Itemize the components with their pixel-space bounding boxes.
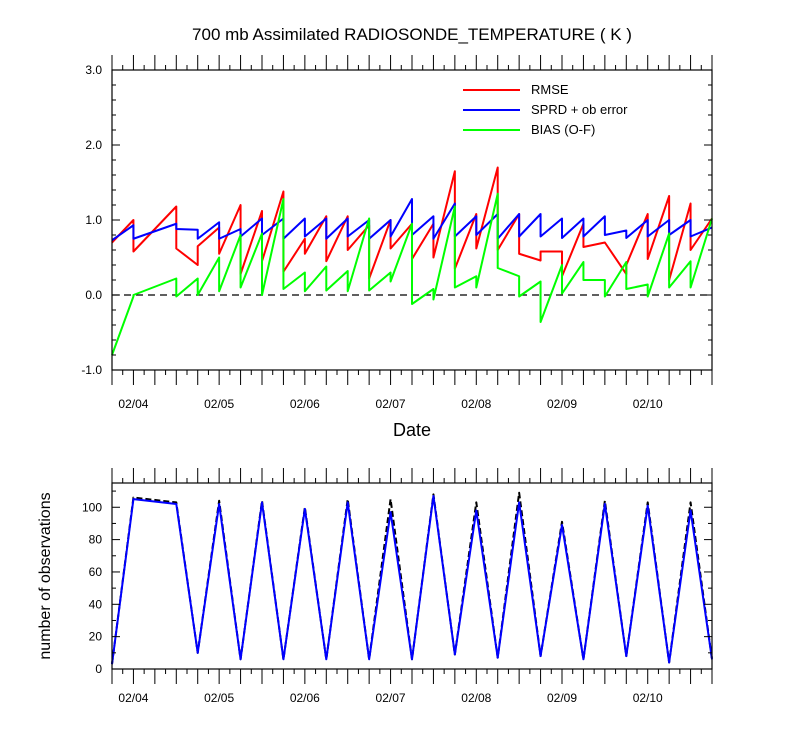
x-tick-label: 02/07 bbox=[376, 691, 406, 705]
x-tick-label: 02/06 bbox=[290, 397, 320, 411]
y-axis-ticks-bottom: 0 20 40 60 80 100 bbox=[82, 490, 712, 676]
y-tick-label: 60 bbox=[89, 565, 103, 579]
x-axis-ticks-bottom: 02/04 02/05 02/06 02/07 02/08 02/09 02/10 bbox=[111, 468, 713, 705]
series-line-2 bbox=[111, 192, 713, 356]
legend-label-0: RMSE bbox=[531, 82, 569, 97]
y-tick-label: 0.0 bbox=[85, 288, 102, 302]
x-tick-label: 02/05 bbox=[204, 397, 234, 411]
x-tick-label: 02/04 bbox=[118, 397, 148, 411]
y-tick-label: 20 bbox=[89, 630, 103, 644]
y-tick-label: 40 bbox=[89, 597, 103, 611]
series-line-1 bbox=[111, 494, 713, 665]
chart-title: 700 mb Assimilated RADIOSONDE_TEMPERATUR… bbox=[192, 25, 632, 44]
y-axis-label-bottom: number of observations bbox=[37, 492, 54, 659]
legend-label-2: BIAS (O-F) bbox=[531, 122, 595, 137]
legend-label-1: SPRD + ob error bbox=[531, 102, 628, 117]
x-tick-label: 02/09 bbox=[547, 397, 577, 411]
frame-rect bbox=[111, 482, 713, 670]
x-tick-label: 02/09 bbox=[547, 691, 577, 705]
y-tick-label: 100 bbox=[82, 500, 102, 514]
y-tick-label: 2.0 bbox=[85, 138, 102, 152]
y-tick-label: 1.0 bbox=[85, 213, 102, 227]
y-tick-label: 0 bbox=[95, 662, 102, 676]
y-tick-label: -1.0 bbox=[81, 363, 102, 377]
y-tick-label: 3.0 bbox=[85, 63, 102, 77]
x-tick-label: 02/10 bbox=[633, 691, 663, 705]
series-lines bbox=[111, 166, 713, 356]
x-axis-label: Date bbox=[393, 420, 431, 440]
legend: RMSE SPRD + ob error BIAS (O-F) bbox=[463, 82, 628, 137]
y-tick-label: 80 bbox=[89, 533, 103, 547]
count-series-lines bbox=[111, 491, 713, 665]
y-axis-ticks: -1.0 0.0 1.0 2.0 3.0 bbox=[81, 63, 712, 377]
x-tick-label: 02/07 bbox=[376, 397, 406, 411]
x-tick-label: 02/05 bbox=[204, 691, 234, 705]
x-tick-label: 02/04 bbox=[118, 691, 148, 705]
series-line-1 bbox=[111, 198, 713, 242]
x-tick-label: 02/08 bbox=[461, 397, 491, 411]
x-tick-label: 02/10 bbox=[633, 397, 663, 411]
x-axis-ticks: 02/04 02/05 02/06 02/07 02/08 02/09 02/10 bbox=[111, 55, 713, 411]
x-tick-label: 02/06 bbox=[290, 691, 320, 705]
series-line-0 bbox=[111, 491, 713, 665]
rmse-bias-chart: 700 mb Assimilated RADIOSONDE_TEMPERATUR… bbox=[81, 25, 713, 440]
x-tick-label: 02/08 bbox=[461, 691, 491, 705]
plot-frame-bottom bbox=[111, 482, 713, 670]
